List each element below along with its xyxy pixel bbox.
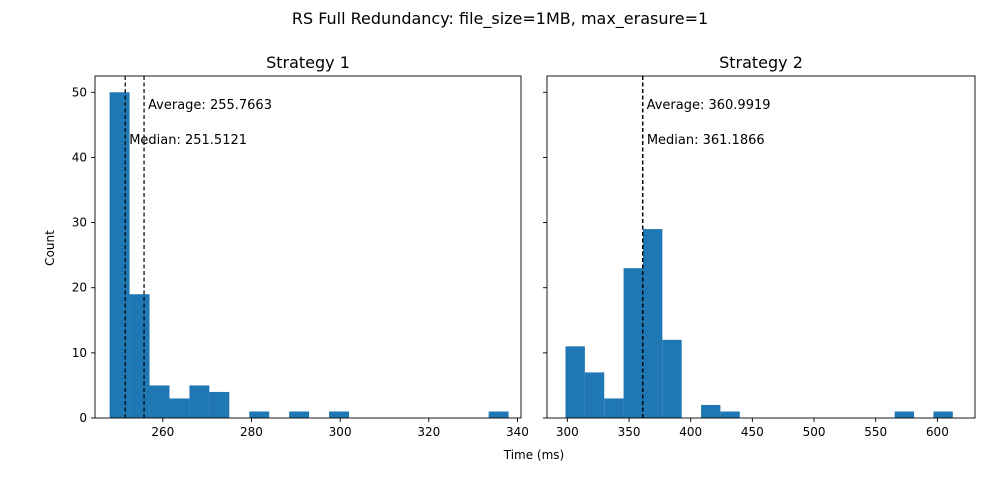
- histogram-bar: [642, 229, 663, 418]
- histogram-bar: [565, 346, 585, 418]
- average-annotation: Average: 255.7663: [148, 98, 272, 113]
- y-tick-label: 10: [72, 346, 87, 360]
- histogram-bar: [169, 398, 190, 418]
- histogram-bar: [584, 372, 605, 418]
- y-tick-label: 0: [79, 411, 87, 425]
- histogram-bar: [720, 411, 740, 418]
- axes-frame: [94, 75, 522, 419]
- x-tick-label: 500: [803, 425, 826, 439]
- histogram-bar: [149, 385, 170, 418]
- histogram-bar: [129, 294, 150, 418]
- histogram-bar: [189, 385, 210, 418]
- y-tick-label: 30: [72, 216, 87, 230]
- histogram-bar: [662, 339, 682, 418]
- y-tick-label: 50: [72, 85, 87, 99]
- y-tick-label: 40: [72, 150, 87, 164]
- histogram-bar: [488, 411, 509, 418]
- axes-frame: [546, 75, 976, 419]
- x-tick-label: 600: [926, 425, 949, 439]
- x-tick-label: 350: [618, 425, 641, 439]
- median-annotation: Median: 251.5121: [129, 133, 247, 148]
- panel-title: Strategy 1: [266, 53, 350, 72]
- x-tick-label: 300: [329, 425, 352, 439]
- histogram-bar: [623, 268, 643, 418]
- x-tick-label: 260: [151, 425, 174, 439]
- histogram-bar: [604, 398, 624, 418]
- y-axis-label: Count: [43, 230, 57, 266]
- x-tick-label: 340: [506, 425, 529, 439]
- y-tick-label: 20: [72, 281, 87, 295]
- figure-title: RS Full Redundancy: file_size=1MB, max_e…: [292, 9, 708, 29]
- x-tick-label: 400: [679, 425, 702, 439]
- histogram-bar: [209, 391, 230, 418]
- x-tick-label: 280: [240, 425, 263, 439]
- x-tick-label: 550: [864, 425, 887, 439]
- x-tick-label: 300: [556, 425, 579, 439]
- panel-strategy-2: Average: 360.9919 Median: 361.1866 Strateg…: [543, 53, 976, 439]
- histogram-bar: [701, 404, 721, 418]
- x-tick-label: 450: [741, 425, 764, 439]
- histogram-bar: [249, 411, 270, 418]
- histogram-bar: [329, 411, 350, 418]
- panel-title: Strategy 2: [719, 53, 803, 72]
- median-annotation: Median: 361.1866: [647, 133, 765, 148]
- x-tick-label: 320: [417, 425, 440, 439]
- x-axis-label: Time (ms): [503, 448, 565, 462]
- histogram-bar: [933, 411, 953, 418]
- average-annotation: Average: 360.9919: [647, 98, 771, 113]
- histogram-bar: [109, 92, 130, 419]
- histogram-bar: [894, 411, 915, 418]
- panel-strategy-1: Average: 255.7663 Median: 251.5121 Strateg…: [72, 53, 529, 439]
- histogram-bar: [289, 411, 310, 418]
